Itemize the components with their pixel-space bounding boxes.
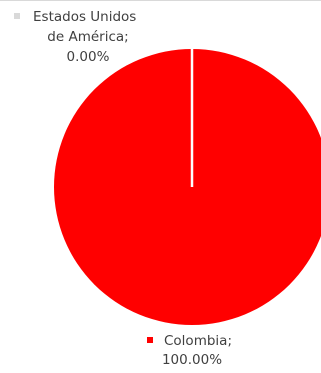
pie-data-labels: Colombia; 100.00% Estados Unidos de Amér… <box>14 9 232 368</box>
label-colombia-line-1: Colombia; <box>164 333 232 349</box>
pie-slices <box>54 49 321 325</box>
label-usa-line-2: de América; <box>47 29 128 45</box>
top-divider <box>0 0 321 1</box>
pie-slice-colombia <box>54 49 321 325</box>
label-usa-line-1: Estados Unidos <box>33 9 136 25</box>
label-colombia-line-2: 100.00% <box>162 352 222 368</box>
label-usa-marker <box>14 13 20 19</box>
label-colombia-marker <box>147 337 153 343</box>
label-usa-line-3: 0.00% <box>67 49 110 65</box>
